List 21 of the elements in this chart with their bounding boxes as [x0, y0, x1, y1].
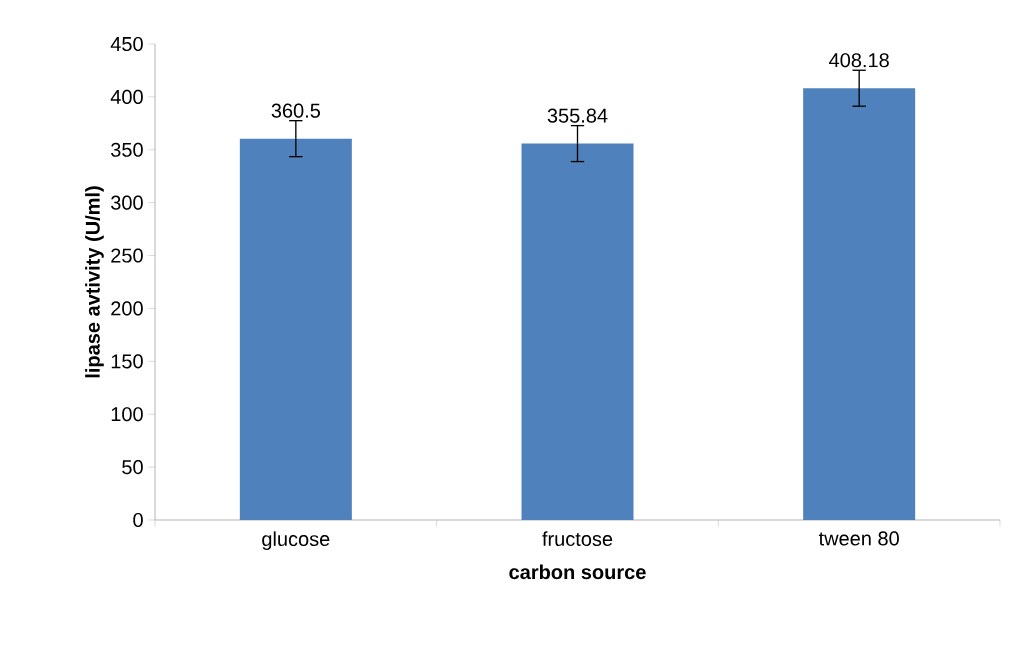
y-tick-label: 50: [122, 460, 143, 475]
data-label: 355.84: [547, 108, 608, 123]
data-label: 360.5: [271, 103, 321, 118]
y-axis-title: lipase avtivity (U/ml): [85, 186, 104, 378]
y-tick-label: 450: [110, 36, 143, 52]
y-tick-label: 350: [111, 142, 143, 157]
bar: [521, 143, 634, 520]
y-tick-label: 250: [111, 248, 143, 263]
bar: [803, 88, 916, 520]
bar: [239, 138, 352, 520]
data-label: 408.18: [829, 53, 889, 68]
x-tick-label: fructose: [542, 531, 613, 547]
y-tick-label: 0: [133, 512, 143, 528]
y-tick-label: 200: [111, 301, 143, 316]
x-tick-label: tween 80: [818, 531, 899, 546]
y-tick-label: 400: [110, 89, 143, 104]
y-tick-label: 100: [111, 407, 143, 422]
y-tick-label: 150: [111, 354, 143, 369]
x-axis-title: carbon source: [509, 564, 646, 580]
y-tick-label: 300: [111, 195, 143, 210]
x-tick-label: glucose: [262, 531, 330, 550]
